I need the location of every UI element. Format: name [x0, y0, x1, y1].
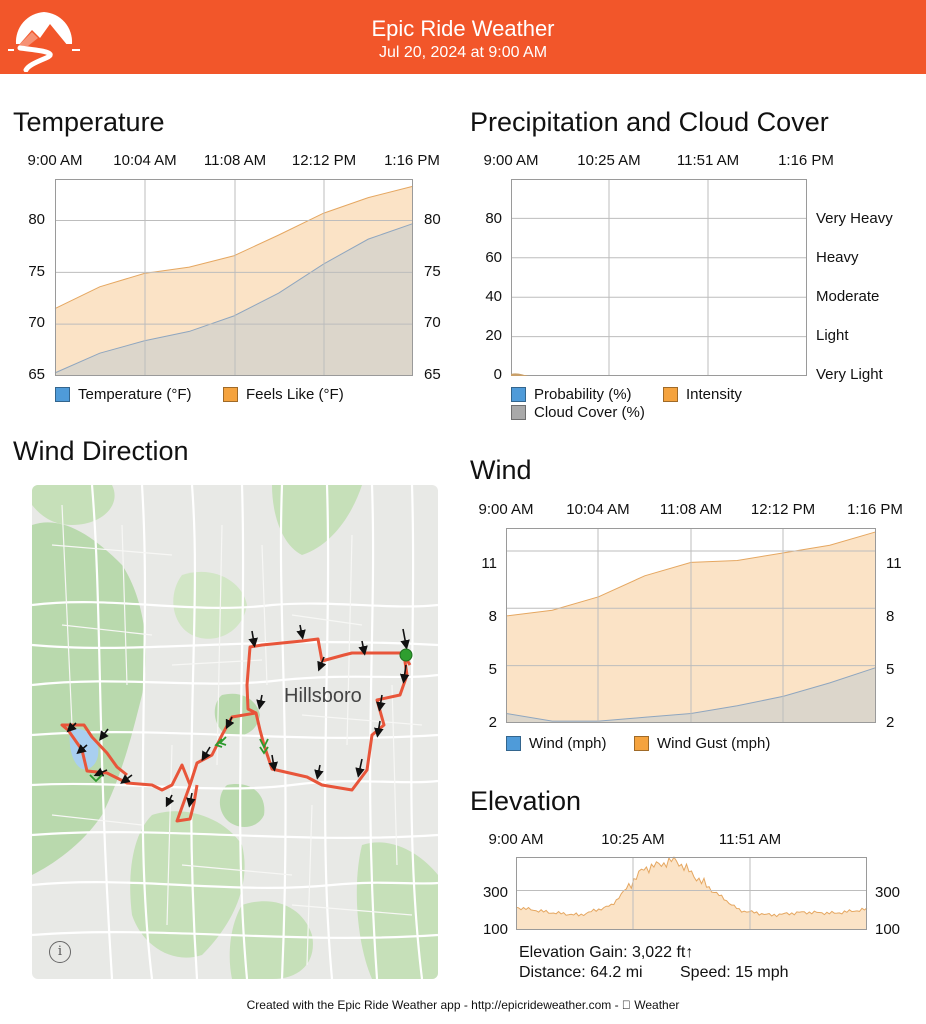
plot-border	[516, 857, 867, 930]
temperature-y-tick-right: 70	[424, 314, 441, 331]
wind-title: Wind	[470, 455, 532, 485]
temperature-x-tick: 11:08 AM	[203, 152, 267, 169]
elevation-gain: Elevation Gain: 3,022 ft↑	[519, 944, 694, 961]
precipitation-x-tick: 11:51 AM	[676, 152, 740, 169]
wind-x-tick: 10:04 AM	[566, 501, 630, 518]
wind-y-tick: 11	[481, 555, 497, 572]
plot-border	[55, 179, 413, 376]
wind-y-tick-right: 11	[886, 555, 902, 572]
map-place-label: Hillsboro	[284, 685, 362, 707]
wind-y-tick: 5	[488, 661, 497, 678]
legend-wind: Wind (mph)	[506, 735, 607, 752]
intensity-tick: Very Heavy	[816, 210, 893, 227]
wind-y-tick: 2	[488, 714, 497, 731]
precipitation-x-tick: 9:00 AM	[483, 152, 539, 169]
temperature-y-tick-right: 75	[424, 263, 441, 280]
precipitation-x-tick: 10:25 AM	[577, 152, 641, 169]
app-title: Epic Ride Weather	[371, 16, 555, 41]
wind-x-tick: 1:16 PM	[847, 501, 903, 518]
temperature-title: Temperature	[13, 107, 165, 137]
precipitation-x-tick: 1:16 PM	[778, 152, 834, 169]
app-header: Epic Ride Weather Jul 20, 2024 at 9:00 A…	[0, 0, 926, 74]
wind-chart	[505, 528, 877, 723]
temperature-x-tick: 9:00 AM	[27, 152, 83, 169]
wind-x-tick: 9:00 AM	[478, 501, 534, 518]
elevation-chart	[515, 856, 868, 930]
epic-ride-logo-icon	[8, 12, 80, 72]
legend-cloud-cover: Cloud Cover (%)	[511, 404, 645, 421]
wind-y-tick-right: 5	[886, 661, 895, 678]
elevation-y-tick: 300	[482, 884, 508, 901]
info-icon[interactable]: i	[49, 941, 71, 963]
precipitation-y-tick: 60	[485, 249, 502, 266]
precipitation-y-tick: 20	[485, 327, 502, 344]
legend-probability: Probability (%)	[511, 386, 632, 403]
elevation-area	[516, 857, 867, 930]
wind-y-tick-right: 8	[886, 608, 895, 625]
wind-y-tick: 8	[488, 608, 497, 625]
temperature-y-tick: 80	[28, 211, 45, 228]
temperature-chart	[54, 179, 414, 376]
intensity-tick: Light	[816, 327, 849, 344]
temperature-y-tick: 75	[28, 263, 45, 280]
elevation-y-tick: 100	[482, 921, 508, 938]
wind-direction-title: Wind Direction	[13, 436, 189, 466]
temperature-line	[54, 223, 414, 374]
elevation-title: Elevation	[470, 786, 582, 816]
plot-border	[511, 179, 807, 376]
precipitation-y-tick: 80	[485, 210, 502, 227]
route-map[interactable]: Hillsboro i	[32, 485, 438, 979]
legend-temperature: Temperature (°F)	[55, 386, 192, 403]
footer-credit: Created with the Epic Ride Weather app -…	[247, 998, 680, 1012]
elevation-y-tick-right: 100	[875, 921, 901, 938]
map-terrain	[32, 485, 438, 979]
temperature-x-tick: 12:12 PM	[291, 152, 357, 169]
speed-value: Speed: 15 mph	[680, 964, 789, 981]
wind-x-tick: 11:08 AM	[659, 501, 723, 518]
precipitation-chart	[511, 179, 807, 376]
probability-area	[511, 373, 529, 376]
wind-y-tick-right: 2	[886, 714, 895, 731]
legend-intensity: Intensity	[663, 386, 742, 403]
elevation-x-tick: 9:00 AM	[488, 831, 544, 848]
elevation-line	[515, 856, 868, 918]
temperature-y-tick-right: 80	[424, 211, 441, 228]
temperature-x-tick: 1:16 PM	[384, 152, 440, 169]
intensity-tick: Moderate	[816, 288, 880, 305]
legend-feels-like: Feels Like (°F)	[223, 386, 344, 403]
intensity-tick: Very Light	[816, 366, 883, 383]
intensity-tick: Heavy	[816, 249, 859, 266]
temperature-y-tick-right: 65	[424, 366, 441, 383]
temperature-y-tick: 70	[28, 314, 45, 331]
elevation-x-tick: 11:51 AM	[718, 831, 782, 848]
temperature-x-tick: 10:04 AM	[113, 152, 177, 169]
precipitation-y-tick: 0	[493, 366, 502, 383]
elevation-y-tick-right: 300	[875, 884, 901, 901]
plot-border	[506, 528, 876, 723]
feels-like-line	[54, 185, 414, 310]
report-date: Jul 20, 2024 at 9:00 AM	[378, 44, 548, 61]
elevation-x-tick: 10:25 AM	[601, 831, 665, 848]
precipitation-y-tick: 40	[485, 288, 502, 305]
precipitation-title: Precipitation and Cloud Cover	[470, 107, 829, 137]
temperature-y-tick: 65	[28, 366, 45, 383]
distance-value: Distance: 64.2 mi	[519, 964, 643, 981]
wind-x-tick: 12:12 PM	[750, 501, 816, 518]
legend-wind-gust: Wind Gust (mph)	[634, 735, 770, 752]
